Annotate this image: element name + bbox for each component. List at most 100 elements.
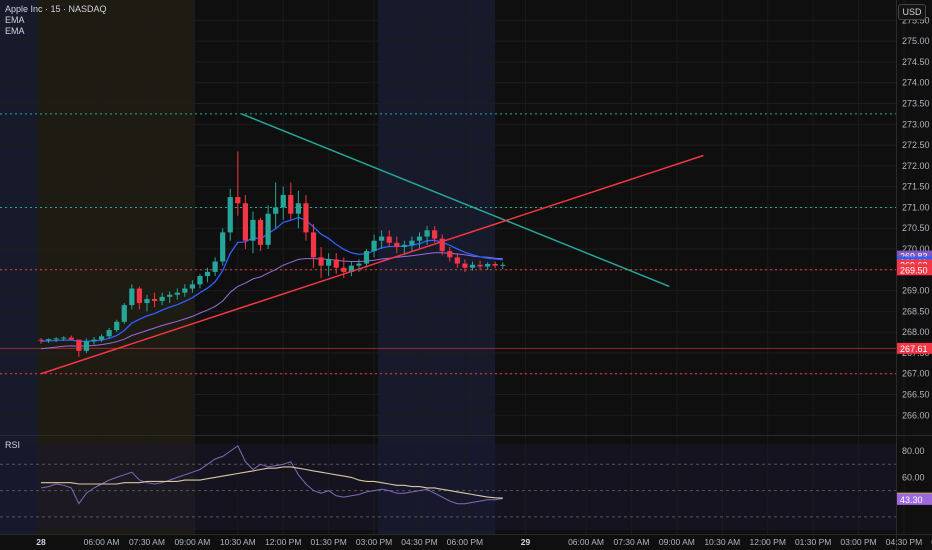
- rsi-value-label: 43.30: [900, 495, 923, 505]
- candle-body[interactable]: [61, 337, 67, 339]
- candle-body[interactable]: [83, 341, 90, 351]
- candle-body[interactable]: [136, 288, 143, 304]
- candle-body[interactable]: [242, 203, 248, 241]
- price-tick-label: 266.50: [902, 390, 930, 400]
- price-tick-label: 266.00: [902, 410, 930, 420]
- candle-body[interactable]: [447, 251, 453, 258]
- candle-body[interactable]: [98, 336, 105, 340]
- candle-body[interactable]: [409, 240, 415, 245]
- candle-body[interactable]: [469, 264, 476, 268]
- candle-body[interactable]: [189, 284, 195, 289]
- candle-body[interactable]: [250, 219, 256, 241]
- trendline-lower[interactable]: [40, 154, 704, 375]
- price-tick-label: 274.00: [902, 78, 930, 88]
- trendline-upper[interactable]: [241, 113, 670, 288]
- candle-body[interactable]: [106, 330, 112, 337]
- rsi-tick-label: 60.00: [902, 472, 925, 482]
- candle-body[interactable]: [492, 263, 498, 266]
- price-tick-label: 270.50: [902, 223, 930, 233]
- time-tick-label: 28: [36, 537, 46, 547]
- candle-body[interactable]: [333, 259, 339, 268]
- candle-body[interactable]: [371, 240, 377, 252]
- candle-body[interactable]: [121, 305, 127, 322]
- time-tick-label: 06:00 PM: [447, 537, 483, 547]
- candle-body[interactable]: [439, 238, 445, 252]
- candle-body[interactable]: [363, 251, 370, 264]
- candle-body[interactable]: [76, 339, 82, 351]
- symbol-title: Apple Inc · 15 · NASDAQ: [5, 4, 107, 14]
- ema-fast-label[interactable]: EMA: [5, 15, 25, 25]
- rsi-ma-line[interactable]: [41, 466, 503, 499]
- candle-body[interactable]: [477, 264, 483, 267]
- candle-body[interactable]: [454, 257, 460, 264]
- candle-body[interactable]: [91, 339, 97, 342]
- candle-body[interactable]: [500, 264, 506, 266]
- candle-body[interactable]: [401, 244, 407, 247]
- candle-body[interactable]: [424, 230, 430, 237]
- candle-body[interactable]: [318, 257, 324, 266]
- candle-body[interactable]: [348, 265, 354, 272]
- candle-body[interactable]: [129, 288, 135, 306]
- candle-body[interactable]: [295, 203, 301, 214]
- candle-body[interactable]: [310, 232, 317, 258]
- rsi-line[interactable]: [40, 445, 503, 505]
- time-tick-label: 09:00 AM: [659, 537, 695, 547]
- price-tick-label: 274.50: [902, 57, 930, 67]
- candle-body[interactable]: [212, 261, 218, 272]
- candle-body[interactable]: [167, 294, 173, 297]
- ema-slow-line[interactable]: [40, 252, 503, 350]
- price-tick-label: 268.00: [902, 327, 930, 337]
- candle-body[interactable]: [379, 236, 385, 241]
- price-tick-label: 269.00: [902, 286, 930, 296]
- candle-body[interactable]: [53, 338, 59, 340]
- price-label: 269.50: [900, 265, 928, 275]
- candle-body[interactable]: [303, 203, 309, 233]
- time-tick-label: 12:00 PM: [750, 537, 786, 547]
- currency-button[interactable]: USD: [898, 4, 926, 20]
- candle-body[interactable]: [432, 230, 438, 239]
- time-tick-label: 29: [521, 537, 531, 547]
- candle-body[interactable]: [144, 298, 150, 304]
- time-tick-label: 10:30 AM: [704, 537, 740, 547]
- candle-body[interactable]: [485, 263, 491, 267]
- candle-body[interactable]: [356, 263, 362, 266]
- candle-body[interactable]: [45, 339, 52, 341]
- price-label-bg: [897, 264, 932, 276]
- ema-fast-line[interactable]: [40, 216, 503, 342]
- candle-body[interactable]: [151, 298, 158, 301]
- candle-body[interactable]: [394, 242, 400, 247]
- rsi-tick-label: 80.00: [902, 446, 925, 456]
- candle-body[interactable]: [288, 194, 294, 214]
- price-tick-label: 267.00: [902, 369, 930, 379]
- candle-body[interactable]: [174, 292, 180, 295]
- candle-body[interactable]: [38, 339, 44, 341]
- candle-body[interactable]: [257, 219, 264, 245]
- candle-body[interactable]: [204, 271, 211, 277]
- candle-body[interactable]: [273, 207, 279, 214]
- candle-body[interactable]: [235, 197, 241, 204]
- candle-body[interactable]: [265, 213, 271, 245]
- candle-body[interactable]: [114, 321, 120, 331]
- ema-slow-label[interactable]: EMA: [5, 26, 25, 36]
- price-tick-label: 272.00: [902, 161, 930, 171]
- candle-body[interactable]: [197, 276, 203, 285]
- candle-body[interactable]: [462, 263, 468, 268]
- rsi-background-band: [0, 444, 896, 530]
- candle-body[interactable]: [220, 232, 226, 262]
- candle-body[interactable]: [227, 197, 233, 233]
- price-label-bg: [897, 342, 932, 354]
- candle-body[interactable]: [326, 259, 332, 266]
- candle-body[interactable]: [341, 267, 347, 272]
- price-tick-label: 275.50: [902, 15, 930, 25]
- candle-body[interactable]: [416, 236, 423, 241]
- candle-body[interactable]: [68, 337, 74, 340]
- price-tick-label: 268.50: [902, 306, 930, 316]
- candle-body[interactable]: [386, 236, 392, 243]
- candle-body[interactable]: [280, 194, 286, 208]
- candle-body[interactable]: [182, 288, 188, 293]
- chart-legend: Apple Inc · 15 · NASDAQ EMA EMA: [5, 4, 107, 37]
- rsi-pane-label[interactable]: RSI: [5, 440, 21, 450]
- time-tick-label: 10:30 AM: [220, 537, 256, 547]
- candle-body[interactable]: [159, 296, 165, 301]
